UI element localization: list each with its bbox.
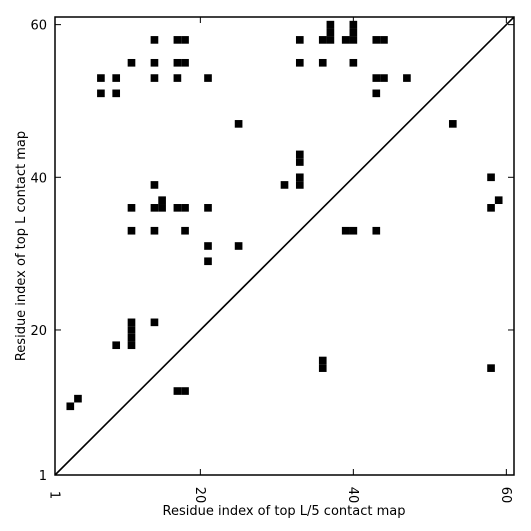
contact-point-upper <box>349 28 358 37</box>
contact-point-upper <box>127 341 136 350</box>
contact-point-upper <box>349 20 358 29</box>
contact-point-upper <box>150 318 159 327</box>
contact-point-upper <box>349 58 358 67</box>
contact-point-upper <box>380 36 388 44</box>
contact-point-upper <box>234 242 243 250</box>
x-tick-label: 60 <box>498 487 513 504</box>
contact-point-upper <box>326 20 335 29</box>
contact-point-upper <box>173 204 182 212</box>
diagonal-line <box>54 16 515 476</box>
contact-point-upper <box>181 58 189 67</box>
contact-point-upper <box>403 74 411 82</box>
contact-point-upper <box>150 36 159 44</box>
contact-point-upper <box>127 333 136 342</box>
contact-point-upper <box>150 226 159 235</box>
contact-point-upper <box>173 36 182 44</box>
plot-frame <box>54 16 515 476</box>
contact-point-upper <box>127 226 136 235</box>
contact-point-upper <box>204 74 212 82</box>
y-axis-label: Residue index of top L contact map <box>14 131 29 361</box>
x-axis-ticks: 1 20 40 60 <box>47 17 513 503</box>
x-tick-label: 20 <box>192 487 207 504</box>
contact-point-lower <box>66 402 75 411</box>
contact-point-upper <box>448 120 457 128</box>
contact-point-upper <box>97 74 105 82</box>
contact-point-upper <box>234 120 243 128</box>
contact-point-upper <box>150 74 159 82</box>
contact-point-upper <box>150 58 159 67</box>
contact-point-upper <box>295 58 304 67</box>
contact-point-upper <box>318 36 327 44</box>
contact-point-upper <box>204 242 212 250</box>
contact-point-upper <box>349 226 358 235</box>
contact-point-upper <box>204 204 212 212</box>
contact-point-upper <box>150 204 159 212</box>
contact-point-upper <box>181 226 189 235</box>
contact-point-upper <box>97 89 105 98</box>
contact-points <box>66 20 503 411</box>
contact-point-upper <box>280 181 289 189</box>
contact-point-upper <box>127 326 136 334</box>
y-tick-label: 1 <box>39 469 47 484</box>
contact-point-upper <box>372 89 381 98</box>
contact-point-lower <box>487 364 495 372</box>
x-axis-label: Residue index of top L/5 contact map <box>163 504 406 519</box>
contact-point-upper <box>158 196 166 205</box>
contact-point-upper <box>204 257 212 266</box>
contact-point-lower <box>487 204 495 212</box>
x-tick-label: 40 <box>345 487 360 504</box>
contact-point-upper <box>173 74 182 82</box>
contact-point-lower <box>74 394 82 403</box>
contact-point-upper <box>127 58 136 67</box>
contact-point-upper <box>295 158 304 166</box>
contact-point-upper <box>127 318 136 327</box>
contact-point-lower <box>494 196 503 205</box>
contact-point-upper <box>295 36 304 44</box>
contact-point-upper <box>326 28 335 37</box>
contact-point-lower <box>318 356 327 365</box>
y-tick-label: 40 <box>30 171 47 186</box>
y-tick-label: 60 <box>30 19 47 34</box>
contact-point-upper <box>318 58 327 67</box>
contact-point-lower <box>487 173 495 182</box>
contact-point-upper <box>181 36 189 44</box>
contact-point-upper <box>158 204 166 212</box>
contact-point-upper <box>173 58 182 67</box>
contact-point-upper <box>112 89 121 98</box>
contact-point-upper <box>341 226 350 235</box>
contact-point-upper <box>295 173 304 182</box>
contact-point-upper <box>380 74 388 82</box>
contact-point-upper <box>349 36 358 44</box>
contact-point-upper <box>372 36 381 44</box>
contact-point-upper <box>181 204 189 212</box>
contact-point-upper <box>372 226 381 235</box>
contact-point-lower <box>318 364 327 372</box>
contact-point-upper <box>295 150 304 159</box>
contact-point-upper <box>326 36 335 44</box>
contact-point-lower <box>181 387 189 395</box>
contact-point-lower <box>173 387 182 395</box>
y-axis-ticks: 1 20 40 60 <box>30 19 514 484</box>
contact-point-upper <box>372 74 381 82</box>
contact-point-upper <box>150 181 159 189</box>
contact-point-upper <box>112 341 121 350</box>
x-tick-label: 1 <box>47 491 62 499</box>
contact-point-upper <box>295 181 304 189</box>
y-tick-label: 20 <box>30 324 47 339</box>
contact-point-upper <box>112 74 121 82</box>
contact-point-upper <box>127 204 136 212</box>
contact-point-upper <box>341 36 350 44</box>
